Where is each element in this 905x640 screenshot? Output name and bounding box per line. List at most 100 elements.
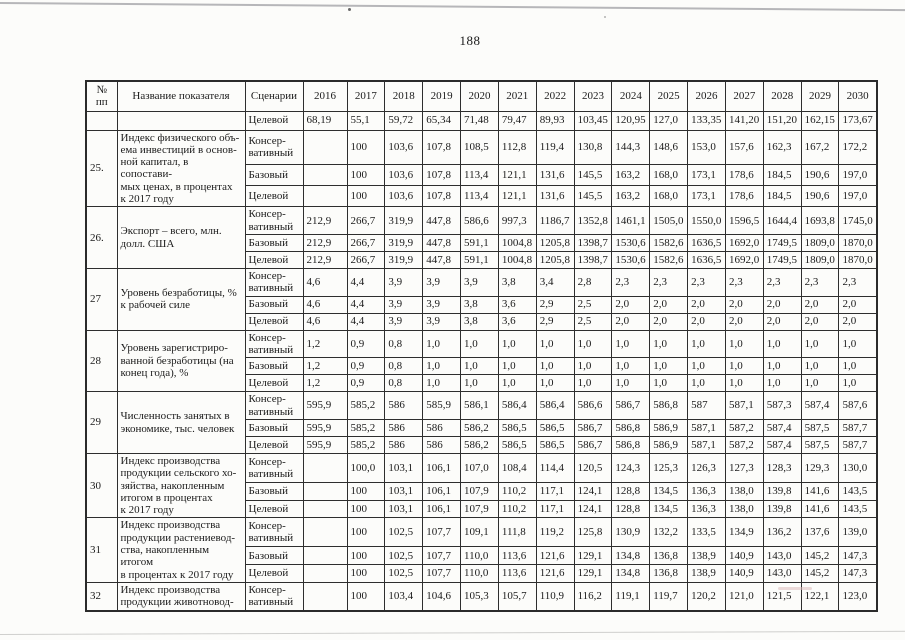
value-cell: 140,9 [724,546,764,566]
table-row: Целевой 100 103,1 106,1 107,9 110,2 117,1 124,1… [86,499,878,519]
value-cell: 586,5 [535,418,575,437]
indicators-table-body: № пп Название показателя Сценарии 2016 20… [85,80,878,612]
value-cell: 319,9 [384,234,424,252]
value-cell: 107,8 [422,185,462,208]
value-cell: 134,5 [649,481,689,501]
header-year: 2016 [302,80,348,112]
value-cell: 120,5 [573,452,613,483]
value-cell: 103,6 [384,163,424,187]
scenario-cell: Консер- вативный [244,268,304,297]
value-cell: 108,5 [460,129,499,165]
value-cell: 143,0 [762,546,802,566]
header-year: 2021 [497,80,537,112]
table-row: Целевой 595,9 585,2 586 586 586,2 586,5 586,5 58… [86,435,878,454]
table-row: Базовый 4,6 4,4 3,9 3,9 3,8 3,6 2,9 2,5 2,0 2,0 2,0… [86,295,878,314]
value-cell: 103,1 [384,481,424,501]
value-cell: 121,1 [497,185,537,208]
value-cell: 586,5 [497,435,537,454]
value-cell: 119,7 [649,581,689,612]
value-cell: 3,8 [460,312,499,331]
value-cell: 133,35 [687,110,726,131]
value-cell: 2,3 [800,268,840,297]
value-cell: 184,5 [762,163,802,187]
table-row: Базовый 100 103,6 107,8 113,4 121,1 131,6 145,5… [86,163,878,187]
value-cell: 1644,4 [762,206,802,235]
value-cell: 147,3 [838,564,878,583]
value-cell: 1,0 [800,329,840,359]
value-cell: 136,8 [649,564,689,583]
value-cell: 102,5 [384,517,424,548]
value-cell: 1809,0 [800,251,840,269]
value-cell: 0,8 [384,357,424,376]
scenario-cell: Целевой [244,564,304,583]
value-cell: 1,0 [422,329,462,359]
value-cell: 110,2 [497,481,537,501]
value-cell: 587,6 [838,391,878,420]
value-cell: 138,9 [687,546,726,566]
value-cell: 586,2 [460,435,499,454]
value-cell: 147,3 [838,546,878,566]
indicator-name-cell: Уровень безработицы, % к рабочей силе [116,268,246,331]
value-cell: 130,0 [838,452,878,483]
header-year: 2028 [762,80,802,112]
value-cell: 110,9 [535,581,575,612]
value-cell: 2,5 [573,295,613,314]
row-number-cell: 30 [85,452,118,519]
value-cell: 2,0 [838,295,878,314]
value-cell: 4,4 [346,295,386,314]
value-cell: 128,8 [611,499,651,519]
header-year: 2020 [460,80,499,112]
value-cell: 197,0 [838,185,878,208]
value-cell: 59,72 [384,110,424,131]
value-cell: 2,0 [724,295,764,314]
value-cell: 103,1 [384,452,424,483]
value-cell [302,163,348,187]
table-row: Целевой 212,9 266,7 319,9 447,8 591,1 1004,8 12… [86,251,878,269]
scenario-cell: Консер- вативный [244,517,304,548]
value-cell [302,564,348,583]
scan-edge-top [0,2,905,12]
indicator-name-cell: Численность занятых в экономике, тыс. че… [116,391,246,454]
value-cell: 1,0 [573,374,613,393]
value-cell: 172,2 [838,129,878,165]
value-cell: 586 [384,418,424,437]
value-cell: 1636,5 [687,251,726,269]
scenario-cell: Целевой [244,499,304,519]
value-cell: 212,9 [302,251,348,269]
value-cell: 587,5 [800,418,840,437]
scenario-cell: Базовый [244,546,304,566]
value-cell: 102,5 [384,564,424,583]
value-cell: 113,4 [460,185,499,208]
value-cell: 139,8 [762,481,802,501]
scenario-cell: Целевой [244,435,304,454]
value-cell: 134,8 [611,564,651,583]
value-cell: 1,0 [460,374,499,393]
value-cell: 586,9 [649,435,689,454]
value-cell: 103,1 [384,499,424,519]
value-cell: 143,5 [838,499,878,519]
value-cell: 119,2 [535,517,575,548]
value-cell: 167,2 [800,129,840,165]
value-cell: 2,3 [724,268,764,297]
scenario-cell: Базовый [244,481,304,501]
value-cell: 1,0 [573,329,613,359]
value-cell: 110,2 [497,499,537,519]
value-cell: 4,6 [302,312,348,331]
value-cell: 89,93 [535,110,575,131]
scenario-cell: Базовый [244,295,304,314]
value-cell: 3,4 [535,268,575,297]
value-cell: 107,7 [422,564,462,583]
value-cell: 111,8 [497,517,537,548]
value-cell: 119,4 [535,129,575,165]
scenario-cell: Целевой [244,251,304,269]
value-cell: 100 [346,564,386,583]
value-cell: 113,4 [460,163,499,187]
row-number-cell: 28 [85,329,118,393]
value-cell: 2,0 [611,295,651,314]
value-cell: 133,5 [687,517,726,548]
value-cell: 125,3 [649,452,689,483]
value-cell: 586,7 [573,418,613,437]
header-year: 2022 [535,80,575,112]
value-cell: 3,9 [384,268,424,297]
value-cell: 114,4 [535,452,575,483]
